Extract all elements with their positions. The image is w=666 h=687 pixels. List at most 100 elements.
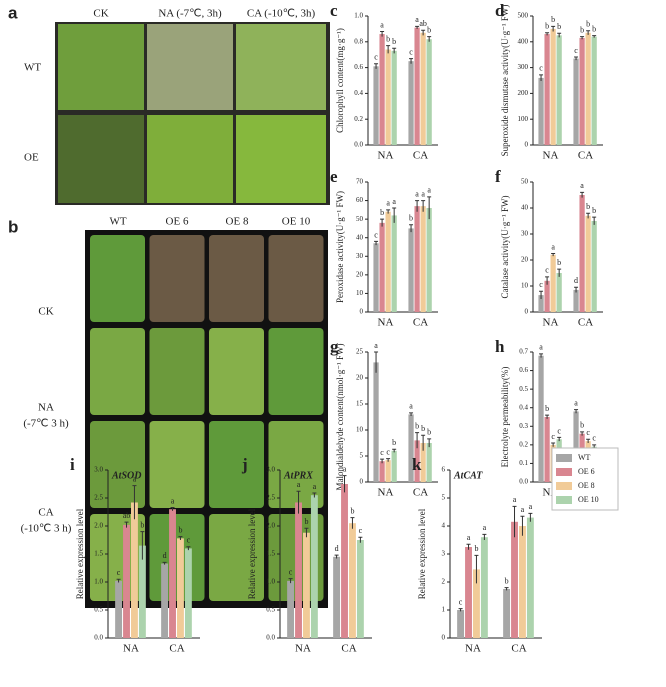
y-tick-label: 1.0: [94, 578, 103, 586]
photo-tray: [147, 24, 233, 110]
error-bar: [528, 512, 533, 522]
significance-letter: b: [350, 506, 354, 515]
error-bar: [342, 475, 347, 493]
chart-title: AtCAT: [453, 470, 483, 481]
significance-letter: c: [386, 447, 390, 456]
significance-letter: a: [580, 181, 584, 190]
x-tick-label: CA: [511, 643, 526, 655]
bar: [579, 195, 585, 312]
column-label: OE 6: [166, 216, 189, 228]
significance-letter: c: [557, 426, 561, 435]
photo-pot: [90, 421, 145, 508]
x-tick-label: NA: [295, 643, 311, 655]
y-tick-label: 30: [521, 230, 529, 238]
y-tick-label: 40: [521, 204, 529, 212]
bar: [295, 502, 302, 638]
y-tick-label: 3.0: [266, 466, 275, 474]
photo-pot: [149, 421, 205, 508]
y-tick-label: 0.2: [519, 440, 528, 448]
panel-label: j: [241, 455, 248, 474]
y-tick-label: 0.1: [519, 459, 528, 467]
significance-letter: a: [343, 464, 347, 473]
bar: [538, 295, 544, 312]
bar: [544, 417, 550, 482]
y-tick-label: 2.0: [266, 522, 275, 530]
significance-letter: a: [415, 189, 419, 198]
error-bar: [415, 432, 420, 449]
significance-letter: c: [380, 448, 384, 457]
bar: [373, 362, 379, 482]
significance-letter: b: [386, 34, 390, 43]
error-bar: [124, 521, 129, 528]
significance-letter: b: [178, 525, 182, 534]
significance-letter: b: [415, 421, 419, 430]
significance-letter: a: [551, 242, 555, 251]
error-bar: [350, 517, 355, 529]
y-tick-label: 2.5: [94, 494, 103, 502]
y-axis-label: Relative expression level: [75, 508, 85, 599]
error-bar: [186, 546, 191, 551]
y-axis-label: Relative expression level: [417, 508, 427, 599]
error-bar: [312, 492, 317, 498]
significance-letter: a: [380, 20, 384, 29]
significance-letter: a: [297, 480, 301, 489]
error-bar: [557, 436, 562, 442]
error-bar: [580, 191, 585, 198]
y-tick-label: 0: [360, 478, 364, 486]
bar: [303, 532, 310, 638]
bar: [550, 254, 556, 312]
significance-letter: a: [427, 186, 431, 195]
x-tick-label: CA: [413, 487, 428, 499]
y-tick-label: 1.0: [266, 578, 275, 586]
error-bar: [504, 587, 509, 591]
error-bar: [545, 276, 550, 285]
significance-letter: c: [539, 280, 543, 289]
bar: [426, 39, 432, 145]
error-bar: [557, 268, 562, 277]
bar: [591, 221, 597, 312]
bar: [169, 509, 176, 638]
significance-letter: c: [459, 597, 463, 606]
error-bar: [132, 485, 137, 520]
x-tick-label: CA: [169, 643, 184, 655]
error-bar: [586, 30, 591, 35]
y-tick-label: 20: [356, 270, 364, 278]
significance-letter: a: [415, 15, 419, 24]
y-tick-label: 15: [356, 400, 364, 408]
y-tick-label: 20: [521, 256, 529, 264]
column-label: NA (-7℃, 3h): [158, 8, 222, 20]
photo-pot: [149, 235, 205, 322]
bar: [573, 58, 579, 145]
y-tick-label: 0.0: [266, 634, 275, 642]
bar: [573, 289, 579, 312]
error-bar: [574, 286, 579, 293]
bar: [161, 563, 169, 638]
significance-letter: b: [580, 421, 584, 430]
significance-letter: a: [574, 398, 578, 407]
x-tick-label: CA: [413, 150, 428, 162]
y-axis-label: Catalase activity(U·g⁻¹ FW): [500, 196, 510, 299]
y-tick-label: 0: [525, 141, 529, 149]
significance-letter: a: [521, 505, 525, 514]
error-bar: [380, 218, 385, 227]
bar: [379, 461, 385, 482]
x-tick-label: CA: [413, 317, 428, 329]
legend-label: WT: [578, 453, 591, 462]
bar: [585, 215, 591, 312]
y-tick-label: 0: [442, 634, 446, 642]
y-tick-label: 30: [356, 252, 364, 260]
y-tick-label: 20: [356, 374, 364, 382]
significance-letter: b: [304, 517, 308, 526]
error-bar: [574, 409, 579, 414]
y-tick-label: 2.0: [94, 522, 103, 530]
chart-title: AtSOD: [111, 470, 141, 481]
bar: [385, 460, 391, 482]
panel-label: a: [8, 3, 18, 22]
bar: [310, 495, 318, 638]
column-label: OE 8: [226, 216, 249, 228]
error-bar: [427, 196, 432, 220]
y-tick-label: 40: [356, 233, 364, 241]
significance-letter: a: [539, 343, 543, 352]
error-bar: [415, 25, 420, 29]
